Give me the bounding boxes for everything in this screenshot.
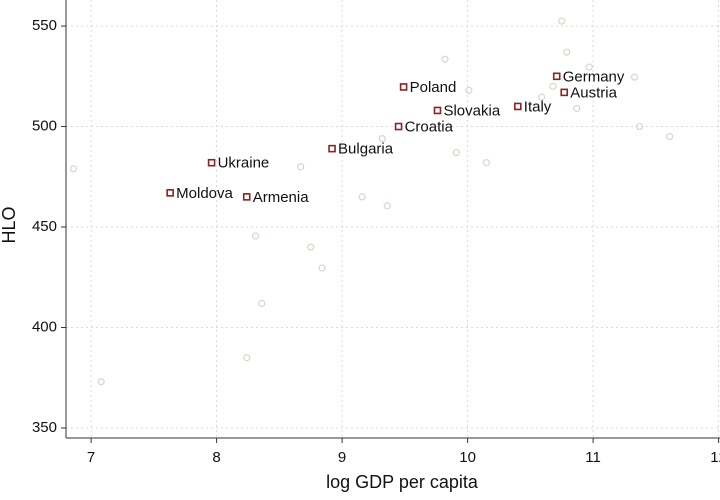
x-tick-label: 8: [212, 449, 220, 466]
point: [563, 48, 571, 56]
y-tick-label: 450: [32, 218, 57, 235]
y-tick-label: 500: [32, 118, 57, 135]
point: [635, 122, 644, 131]
point: [433, 106, 442, 115]
point: [358, 193, 366, 201]
point: [399, 83, 408, 91]
point-label: Slovakia: [443, 102, 500, 119]
point: [452, 149, 460, 157]
point: [166, 189, 174, 197]
point: [666, 132, 674, 141]
point: [482, 159, 491, 167]
point: [297, 163, 305, 171]
point: [258, 299, 266, 307]
x-tick-label: 11: [585, 449, 601, 466]
point: [318, 264, 326, 272]
point: [394, 122, 403, 131]
point-label: Germany: [563, 68, 625, 85]
x-tick-label: 7: [87, 449, 95, 466]
point: [558, 17, 566, 25]
point: [585, 63, 593, 71]
y-tick-label: 400: [32, 318, 57, 335]
point-label: Austria: [570, 84, 617, 101]
point: [549, 82, 557, 90]
x-tick-label: 12: [710, 449, 720, 466]
y-tick-label: 350: [32, 419, 57, 436]
point: [378, 134, 386, 143]
point: [465, 86, 473, 94]
point: [383, 202, 391, 210]
point: [552, 72, 561, 81]
point: [243, 354, 251, 362]
point: [207, 158, 216, 167]
point-label: Bulgaria: [338, 141, 394, 158]
point-label: Armenia: [253, 189, 310, 206]
point: [573, 104, 581, 113]
point: [630, 73, 639, 81]
point-label: Moldova: [176, 185, 233, 202]
point-label: Ukraine: [218, 155, 270, 172]
point-label: Croatia: [405, 119, 454, 136]
point: [441, 55, 449, 63]
y-tick-label: 550: [32, 17, 57, 34]
point: [560, 88, 569, 97]
point: [307, 243, 315, 251]
x-tick-label: 10: [459, 449, 476, 466]
x-axis-title: log GDP per capita: [326, 472, 479, 492]
point: [328, 144, 336, 153]
point: [538, 93, 546, 101]
point: [69, 165, 78, 173]
point: [242, 193, 251, 201]
point-label: Poland: [410, 79, 457, 96]
y-axis-title: HLO: [0, 206, 19, 243]
point: [513, 102, 522, 111]
point-label: Italy: [524, 98, 552, 115]
point: [97, 378, 105, 386]
x-tick-label: 9: [338, 449, 346, 466]
point: [251, 232, 260, 240]
